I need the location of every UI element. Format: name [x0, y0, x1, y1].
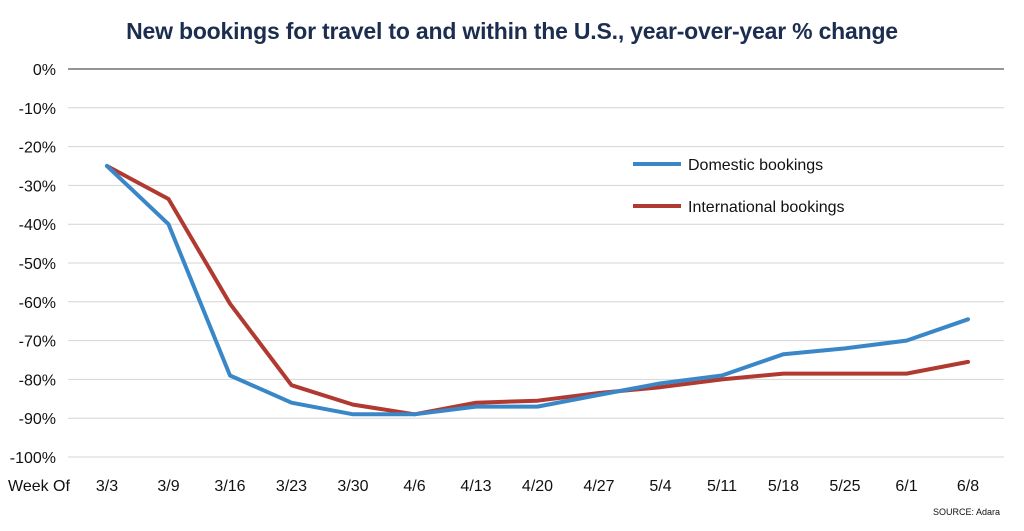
y-tick-label: -70% — [19, 334, 56, 351]
x-tick-label: 3/30 — [337, 478, 368, 495]
series-line-domestic — [105, 164, 970, 417]
y-tick-label: -30% — [19, 178, 56, 195]
y-tick-label: -80% — [19, 372, 56, 389]
x-tick-label: 3/3 — [96, 478, 118, 495]
y-tick-label: -10% — [19, 101, 56, 118]
y-tick-label: -20% — [19, 140, 56, 157]
x-tick-label: 3/16 — [214, 478, 245, 495]
y-tick-label: 0% — [33, 62, 56, 79]
y-axis-ticks: 0% -10% -20% -30% -40% -50% -60% -70% -80% -90% -1… — [10, 62, 56, 467]
series-line-international — [105, 164, 970, 417]
x-tick-label: 5/11 — [707, 478, 737, 495]
x-tick-label: 5/4 — [649, 478, 671, 495]
chart-title: New bookings for travel to and within th… — [126, 18, 898, 44]
y-tick-label: -50% — [19, 256, 56, 273]
x-axis-ticks: Week Of 3/3 3/9 3/16 3/23 3/30 4/6 4/13 4/20 4/27… — [8, 478, 979, 495]
x-tick-label: 5/25 — [829, 478, 860, 495]
x-tick-label: 4/6 — [403, 478, 425, 495]
y-tick-label: -100% — [10, 450, 56, 467]
legend-label: Domestic bookings — [688, 157, 823, 174]
x-tick-label: 4/27 — [583, 478, 614, 495]
x-axis-label: Week Of — [8, 478, 71, 495]
x-tick-label: 4/20 — [522, 478, 553, 495]
gridlines — [68, 68, 1004, 458]
x-tick-label: 3/23 — [276, 478, 307, 495]
y-tick-label: -40% — [19, 217, 56, 234]
legend-label: International bookings — [688, 199, 845, 216]
y-tick-label: -90% — [19, 411, 56, 428]
x-tick-label: 6/8 — [957, 478, 979, 495]
x-tick-label: 5/18 — [768, 478, 799, 495]
legend: Domestic bookings International bookings — [633, 157, 845, 216]
series-lines — [105, 164, 970, 417]
y-tick-label: -60% — [19, 295, 56, 312]
x-tick-label: 6/1 — [895, 478, 917, 495]
x-tick-label: 4/13 — [460, 478, 491, 495]
source-note: SOURCE: Adara — [933, 507, 1000, 517]
x-tick-label: 3/9 — [157, 478, 179, 495]
